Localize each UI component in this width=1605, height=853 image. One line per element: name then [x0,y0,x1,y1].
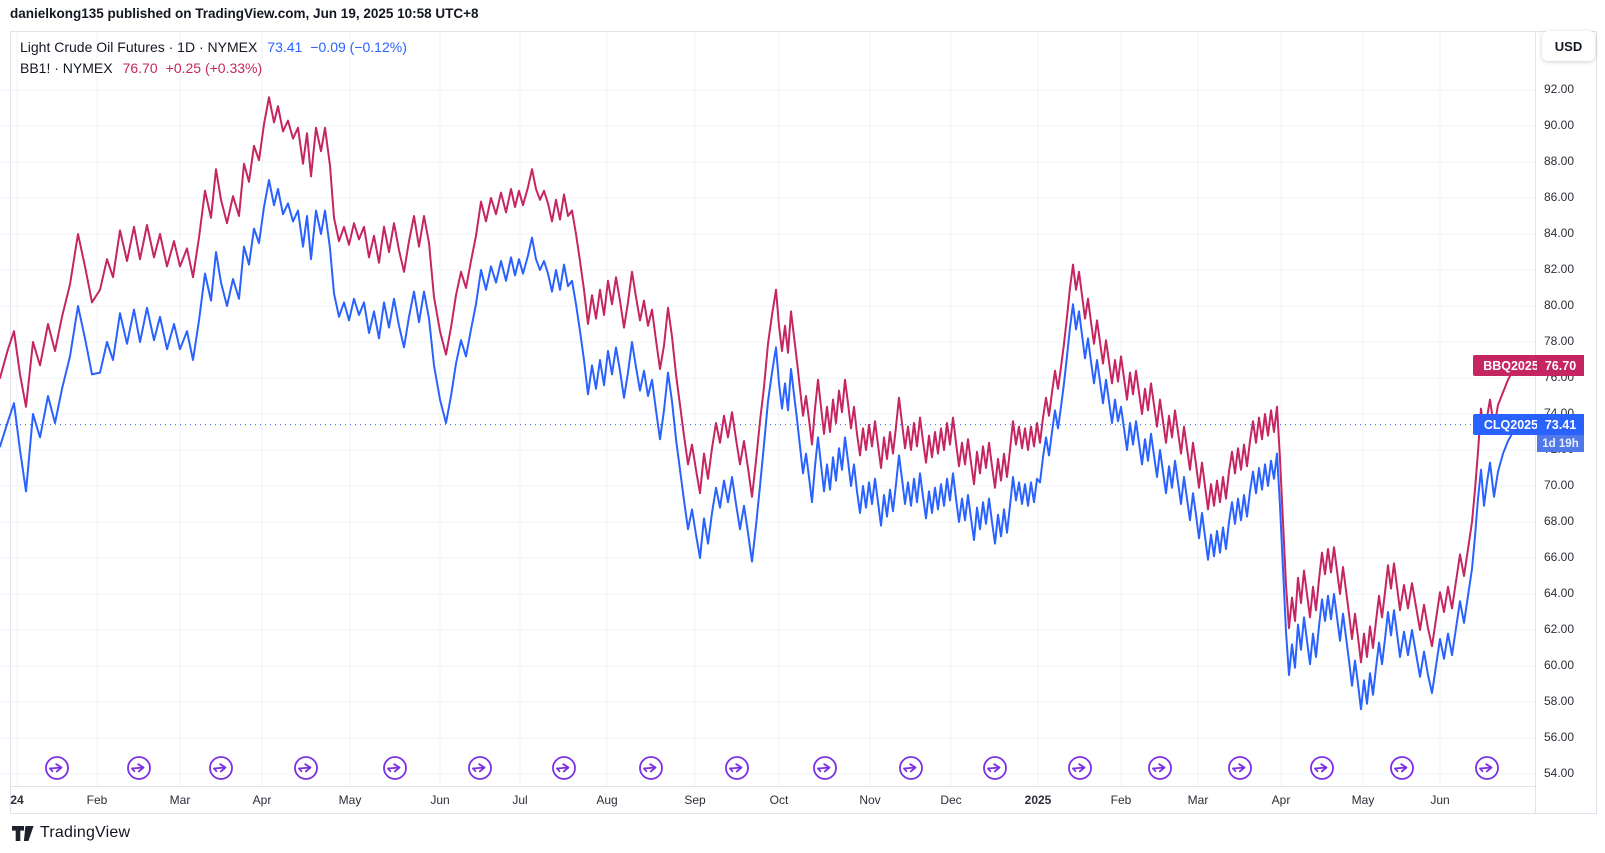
legend-row-bb1[interactable]: BB1! · NYMEX 76.70 +0.25 (+0.33%) [20,58,407,78]
bb1-price-chip: 76.70 [1537,355,1584,376]
price-tick-label: 54.00 [1544,766,1575,780]
time-tick-label: Mar [169,793,191,807]
time-tick-label: Apr [252,793,272,807]
price-tick-label: 64.00 [1544,586,1575,600]
time-tick-label: Feb [1110,793,1132,807]
crude-symbol-badge: CLQ2025 [1473,414,1549,435]
time-tick-label: Feb [86,793,108,807]
chart-legend: Light Crude Oil Futures · 1D · NYMEX 73.4… [20,37,407,79]
price-tick-label: 62.00 [1544,622,1575,636]
contract-rollover-icon[interactable] [1389,755,1415,781]
time-tick-label: 2025 [1024,793,1052,807]
contract-rollover-icon[interactable] [1147,755,1173,781]
attribution-text: danielkong135 published on TradingView.c… [10,6,479,21]
contract-rollover-icon[interactable] [382,755,408,781]
time-tick-label: Sep [684,793,706,807]
contract-rollover-icon[interactable] [1227,755,1253,781]
contract-rollover-icon[interactable] [208,755,234,781]
time-tick-label: May [338,793,362,807]
time-scale-divider [10,786,1535,787]
price-tick-label: 86.00 [1544,190,1575,204]
price-tick-label: 68.00 [1544,514,1575,528]
chart-pane[interactable] [0,31,1535,786]
contract-rollover-icon[interactable] [638,755,664,781]
contract-rollover-icon[interactable] [1474,755,1500,781]
crude-price-chip: 73.41 [1537,414,1584,435]
series-line-bb1 [0,96,1519,664]
legend-change-bb1: +0.25 (+0.33%) [165,60,263,76]
time-tick-label: Apr [1271,793,1291,807]
legend-row-crude[interactable]: Light Crude Oil Futures · 1D · NYMEX 73.4… [20,37,407,57]
price-tick-label: 56.00 [1544,730,1575,744]
time-tick-label: May [1351,793,1375,807]
bb1-symbol-badge: BBQ2025 [1473,355,1549,376]
legend-change-crude: −0.09 (−0.12%) [310,39,407,55]
contract-rollover-icon[interactable] [982,755,1008,781]
time-tick-label: Jun [430,793,450,807]
time-scale[interactable]: 24 Feb Mar Apr May Jun Jul Aug Sep Oct Nov Dec 2025 F… [0,787,1535,813]
legend-symbol-crude: Light Crude Oil Futures · 1D · NYMEX [20,39,258,55]
contract-rollover-icon[interactable] [126,755,152,781]
tradingview-logo-icon [12,825,34,841]
contract-rollover-icon[interactable] [724,755,750,781]
price-tick-label: 92.00 [1544,82,1575,96]
time-tick-label: Aug [596,793,618,807]
widget-left-border [10,31,11,814]
tradingview-logo-text: TradingView [40,824,131,841]
contract-rollover-icon[interactable] [1309,755,1335,781]
tradingview-logo[interactable]: TradingView [12,824,130,842]
legend-price-bb1: 76.70 [122,60,158,76]
time-tick-label: Jul [512,793,528,807]
contract-rollover-icon[interactable] [812,755,838,781]
price-tick-label: 58.00 [1544,694,1575,708]
widget-top-border [10,31,1597,32]
legend-price-crude: 73.41 [267,39,303,55]
time-tick-label: Oct [769,793,789,807]
time-tick-label: Nov [859,793,881,807]
widget-right-border [1596,31,1597,814]
price-tick-label: 78.00 [1544,334,1575,348]
contract-rollover-icon[interactable] [467,755,493,781]
price-tick-label: 80.00 [1544,298,1575,312]
price-tick-label: 60.00 [1544,658,1575,672]
currency-usd-button[interactable]: USD [1542,31,1595,61]
price-scale[interactable]: 92.00 90.00 88.00 86.00 84.00 82.00 80.00 78.00… [1536,31,1605,786]
time-tick-label: Mar [1187,793,1209,807]
legend-symbol-bb1: BB1! · NYMEX [20,60,113,76]
widget-bottom-border [10,813,1597,814]
series-line-crude [0,179,1519,711]
price-tick-label: 88.00 [1544,154,1575,168]
contract-rollover-icon[interactable] [1067,755,1093,781]
contract-rollover-icon[interactable] [293,755,319,781]
time-tick-label: Jun [1430,793,1450,807]
time-tick-label: 24 [10,793,24,807]
contract-rollover-icon[interactable] [551,755,577,781]
contract-rollover-icon[interactable] [44,755,70,781]
price-tick-label: 90.00 [1544,118,1575,132]
bar-countdown-chip: 1d 19h [1537,435,1584,452]
price-tick-label: 66.00 [1544,550,1575,564]
contract-rollover-icon[interactable] [898,755,924,781]
price-tick-label: 70.00 [1544,478,1575,492]
price-tick-label: 82.00 [1544,262,1575,276]
price-tick-label: 84.00 [1544,226,1575,240]
time-tick-label: Dec [940,793,962,807]
